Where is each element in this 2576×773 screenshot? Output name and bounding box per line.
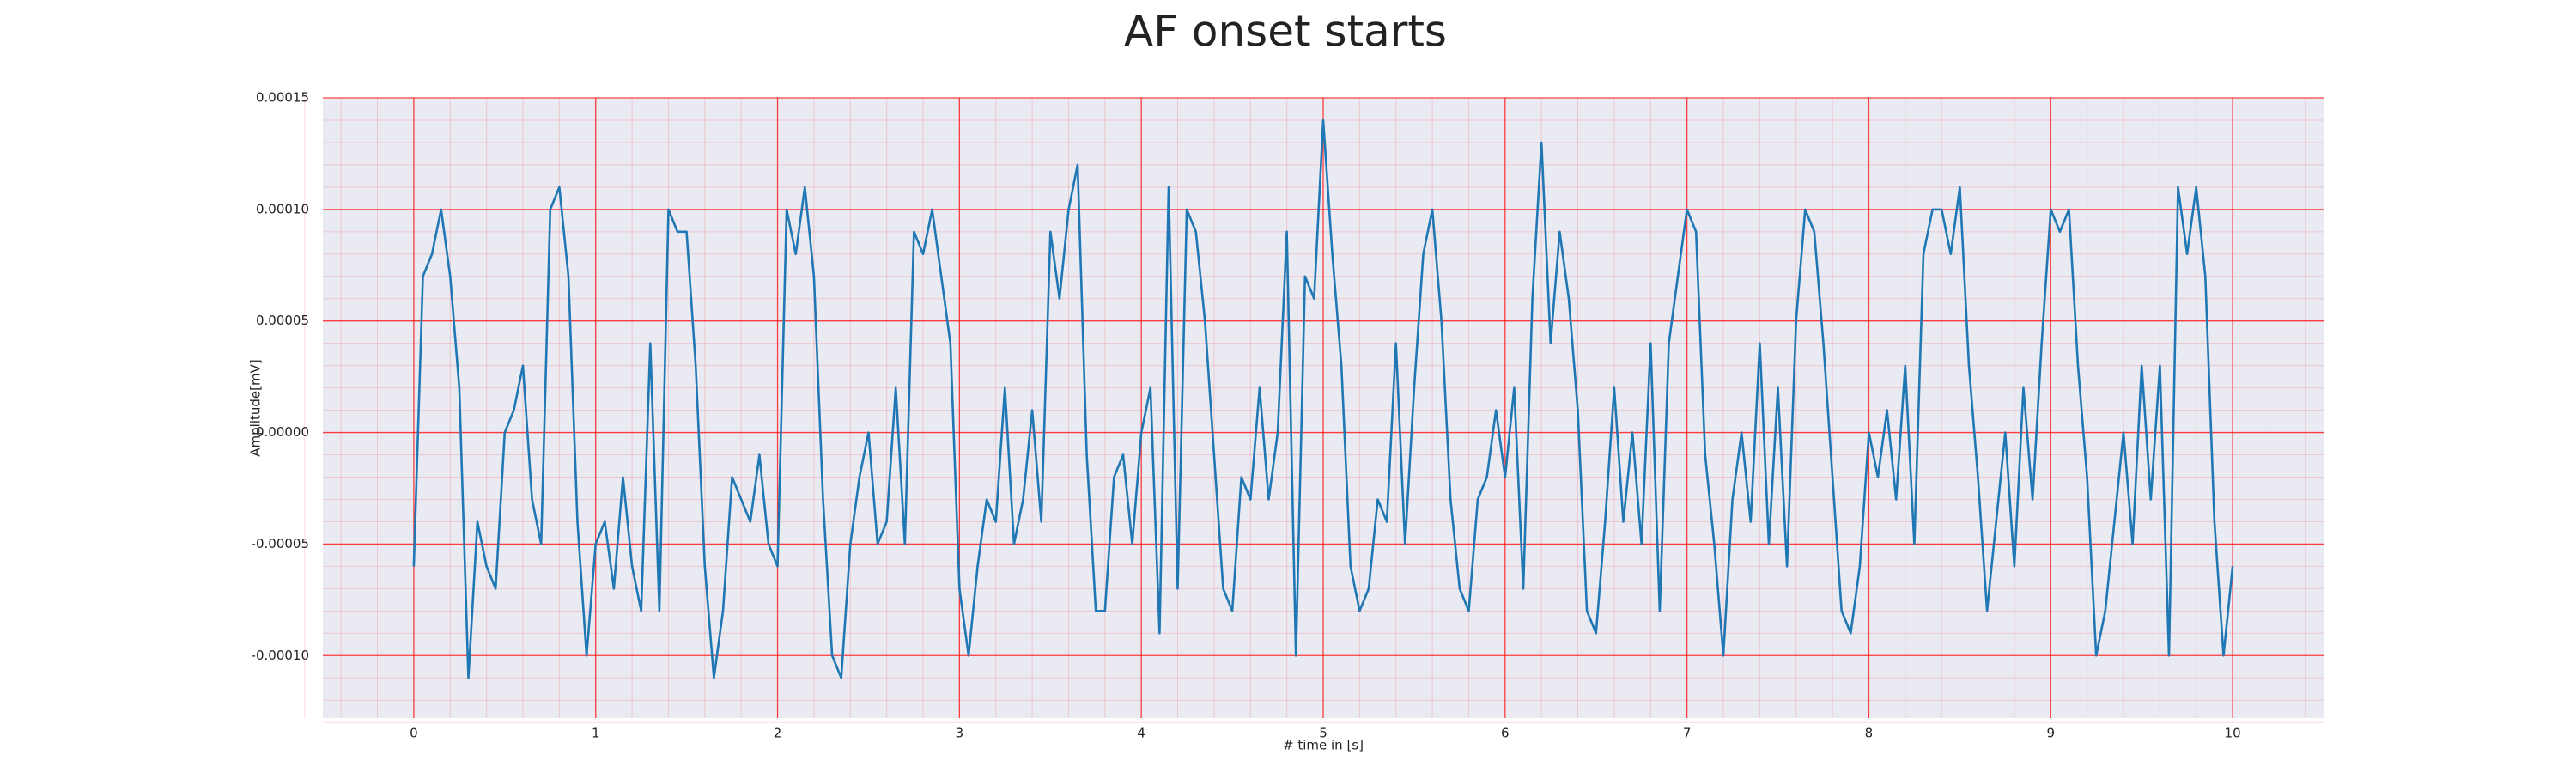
x-axis-label: # time in [s] [1283,738,1364,753]
y-axis-label: Amplitude[mV] [248,359,264,456]
signal-line [412,119,2234,679]
x-tick-label: 7 [1683,726,1692,741]
y-tick-label: 0.00010 [256,201,309,216]
x-tick-label: 5 [1319,726,1327,741]
x-tick-label: 1 [592,726,600,741]
x-tick-label: 8 [1865,726,1874,741]
chart-title: AF onset starts [1124,7,1447,57]
x-tick-label: 0 [410,726,418,741]
y-tick-label: -0.00010 [252,648,309,663]
y-tick-label: -0.00005 [252,536,309,551]
x-tick-label: 4 [1137,726,1145,741]
x-tick-label: 2 [774,726,782,741]
y-tick-label: 0.00015 [256,90,309,106]
y-tick-label: 0.00005 [256,313,309,328]
x-tick-label: 10 [2225,726,2241,741]
x-tick-label: 9 [2046,726,2055,741]
grid [304,97,2324,723]
x-tick-label: 3 [956,726,964,741]
x-tick-label: 6 [1501,726,1510,741]
y-tick-label: 0.00000 [256,424,309,440]
